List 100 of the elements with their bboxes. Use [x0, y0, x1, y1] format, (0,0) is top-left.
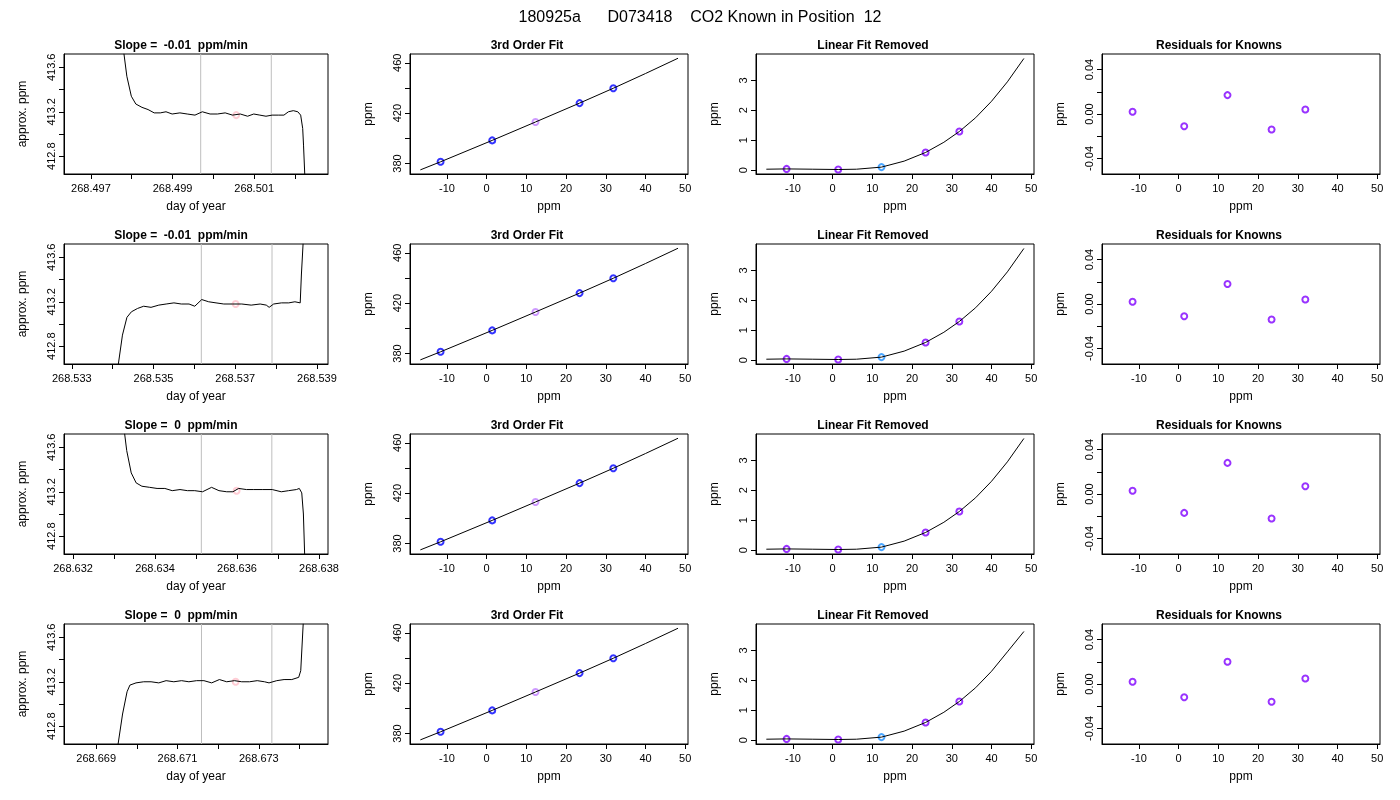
y-tick-label: 0.00: [1082, 293, 1095, 315]
y-tick-label: 3: [736, 457, 749, 464]
y-tick-label: 0.00: [1082, 103, 1095, 125]
x-tick-label: 0: [829, 751, 836, 764]
x-tick-label: 40: [985, 371, 998, 384]
y-axis-title: ppm: [1053, 672, 1067, 696]
x-axis-title: ppm: [1229, 199, 1253, 213]
y-tick-label: 380: [390, 344, 403, 363]
y-axis-title: ppm: [361, 672, 375, 696]
point: [1128, 107, 1137, 116]
x-tick-label: 20: [1251, 371, 1265, 384]
y-tick-label: 2: [736, 297, 749, 304]
y-tick-label: 2: [736, 107, 749, 114]
y-tick-label: 412.8: [44, 712, 57, 740]
line-series: [420, 627, 679, 741]
x-tick-label: 50: [1371, 751, 1384, 764]
y-tick-label: 0.04: [1082, 58, 1095, 81]
x-tick-label: 30: [1291, 561, 1304, 574]
x-tick-label: 30: [1291, 181, 1304, 194]
y-tick-label: 1: [736, 707, 749, 714]
x-axis-title: ppm: [1229, 579, 1253, 593]
point: [1223, 458, 1232, 467]
point: [1301, 105, 1310, 114]
x-tick-label: 40: [639, 371, 652, 384]
x-tick-label: 268.537: [215, 371, 256, 384]
y-tick-label: 0.00: [1082, 673, 1095, 695]
y-axis-title: ppm: [1053, 102, 1067, 126]
x-tick-label: 10: [866, 181, 879, 194]
x-axis-title: day of year: [166, 389, 226, 403]
line-series: [420, 57, 679, 171]
chart-title: 3rd Order Fit: [490, 608, 564, 622]
chart-title: Linear Fit Removed: [817, 418, 929, 432]
x-tick-label: -10: [784, 371, 801, 384]
x-tick-label: 10: [520, 371, 533, 384]
line-series: [420, 247, 679, 361]
x-tick-label: 40: [1331, 751, 1344, 764]
y-axis-title: approx. ppm: [15, 270, 29, 338]
x-tick-label: 20: [1251, 181, 1265, 194]
y-tick-label: 413.6: [44, 433, 57, 462]
y-tick-label: 3: [736, 77, 749, 84]
x-tick-label: -10: [1130, 751, 1147, 764]
y-axis-title: ppm: [707, 482, 721, 506]
x-tick-label: 0: [1175, 371, 1182, 384]
x-tick-label: 268.535: [133, 371, 174, 384]
chart-title: Residuals for Knowns: [1155, 38, 1283, 52]
y-tick-label: 3: [736, 267, 749, 274]
x-axis-title: ppm: [1229, 389, 1253, 403]
x-tick-label: 20: [1251, 561, 1265, 574]
x-tick-label: 40: [985, 181, 998, 194]
x-tick-label: 268.634: [135, 561, 175, 574]
x-tick-label: 30: [599, 181, 612, 194]
y-tick-label: 420: [390, 294, 403, 313]
point: [1267, 125, 1276, 134]
x-tick-label: 30: [599, 561, 612, 574]
x-tick-label: 30: [1291, 751, 1304, 764]
x-tick-label: 50: [1025, 371, 1038, 384]
y-tick-label: 413.2: [44, 98, 57, 126]
x-tick-label: 40: [639, 181, 652, 194]
y-tick-label: 3: [736, 647, 749, 654]
y-tick-label: 2: [736, 487, 749, 494]
x-tick-label: 10: [866, 751, 879, 764]
y-tick-label: 0.04: [1082, 248, 1095, 271]
x-tick-label: 20: [905, 181, 919, 194]
x-axis-title: day of year: [166, 199, 226, 213]
x-tick-label: 0: [829, 371, 836, 384]
y-tick-label: 413.2: [44, 288, 57, 316]
x-tick-label: 40: [1331, 181, 1344, 194]
point: [1267, 315, 1276, 324]
y-axis-title: approx. ppm: [15, 650, 29, 718]
y-tick-label: -0.04: [1082, 525, 1095, 551]
x-tick-label: 40: [985, 751, 998, 764]
x-tick-label: 50: [1025, 561, 1038, 574]
x-axis-title: ppm: [883, 389, 907, 403]
chart-title: Linear Fit Removed: [817, 38, 929, 52]
point: [1180, 312, 1189, 321]
point: [1301, 674, 1310, 683]
x-tick-label: 40: [639, 561, 652, 574]
x-tick-label: -10: [438, 751, 455, 764]
x-tick-label: 0: [483, 561, 490, 574]
x-tick-label: 20: [559, 371, 573, 384]
x-tick-label: 30: [945, 751, 958, 764]
x-tick-label: 268.632: [53, 561, 93, 574]
x-tick-label: -10: [784, 751, 801, 764]
y-tick-label: 1: [736, 327, 749, 334]
y-tick-label: 1: [736, 137, 749, 144]
y-axis-title: approx. ppm: [15, 460, 29, 528]
point: [1128, 677, 1137, 686]
x-tick-label: 20: [905, 371, 919, 384]
point: [1180, 122, 1189, 131]
x-axis-title: ppm: [883, 199, 907, 213]
x-tick-label: 10: [1212, 371, 1225, 384]
y-tick-label: 413.6: [44, 243, 57, 272]
x-tick-label: 30: [945, 371, 958, 384]
x-tick-label: 30: [599, 371, 612, 384]
y-tick-label: -0.04: [1082, 715, 1095, 741]
y-tick-label: 0: [736, 357, 749, 364]
x-tick-label: 40: [985, 561, 998, 574]
x-tick-label: 10: [520, 561, 533, 574]
x-tick-label: 30: [945, 561, 958, 574]
point: [1128, 486, 1137, 495]
